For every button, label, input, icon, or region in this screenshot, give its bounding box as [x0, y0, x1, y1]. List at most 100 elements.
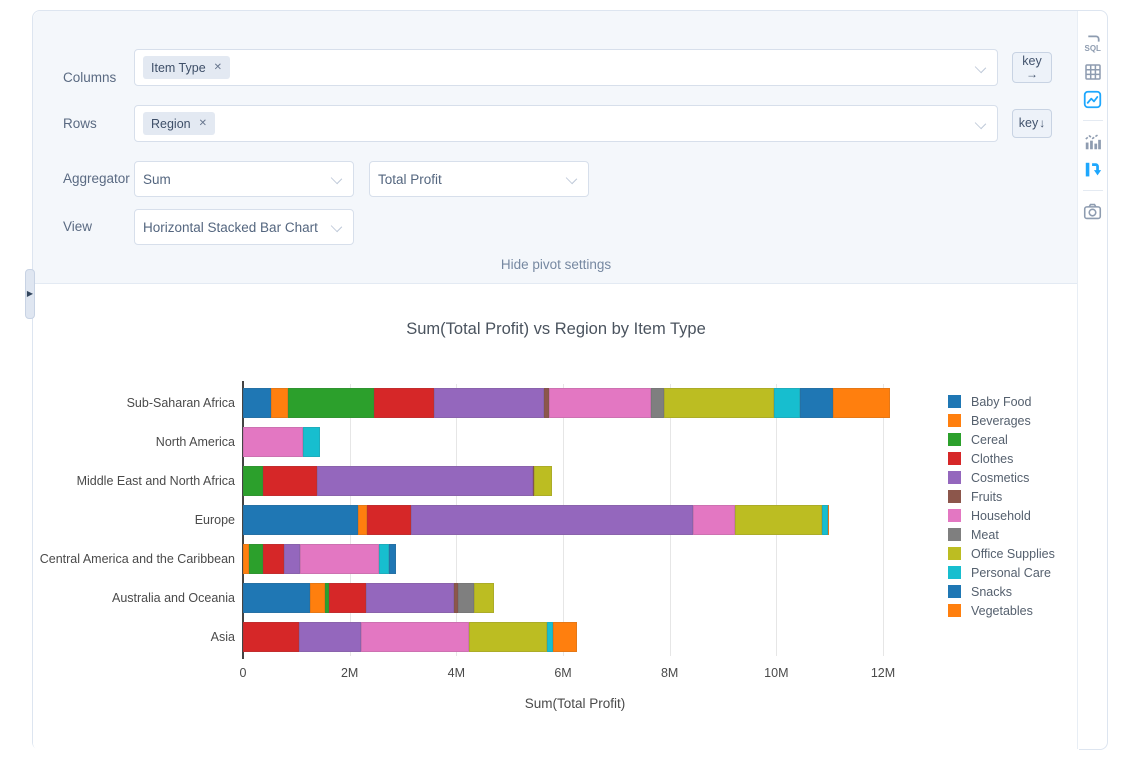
camera-icon[interactable]	[1082, 201, 1103, 222]
plot-region	[242, 381, 907, 659]
legend-swatch	[948, 547, 961, 560]
bar-segment[interactable]	[773, 388, 801, 419]
bar-segment[interactable]	[532, 466, 535, 497]
columns-tag-label: Item Type	[151, 60, 206, 75]
rows-key-button[interactable]: key ↓	[1012, 109, 1052, 138]
bar-segment[interactable]	[299, 543, 379, 574]
data-table-icon[interactable]	[1082, 61, 1103, 82]
legend-label: Personal Care	[971, 565, 1051, 580]
bar-segment[interactable]	[243, 427, 304, 458]
y-axis-label: Australia and Oceania	[112, 590, 235, 605]
rows-select[interactable]: Region	[134, 105, 998, 142]
bar-row	[243, 621, 907, 652]
bar-segment[interactable]	[664, 388, 774, 419]
hide-pivot-settings-link[interactable]: Hide pivot settings	[500, 257, 612, 272]
bar-segment[interactable]	[389, 543, 397, 574]
legend-item[interactable]: Meat	[948, 525, 1055, 544]
aggregator-select[interactable]: Sum	[134, 161, 354, 197]
legend-label: Snacks	[971, 584, 1012, 599]
legend-swatch	[948, 528, 961, 541]
bar-segment[interactable]	[548, 388, 651, 419]
bar-segment[interactable]	[547, 621, 554, 652]
legend-item[interactable]: Snacks	[948, 582, 1055, 601]
bar-segment[interactable]	[243, 505, 359, 535]
chart-image-icon[interactable]	[1082, 89, 1103, 110]
bar-segment[interactable]	[833, 388, 890, 419]
bar-segment[interactable]	[287, 388, 374, 419]
legend-item[interactable]: Cereal	[948, 430, 1055, 449]
pivot-icon[interactable]	[1082, 159, 1103, 180]
chevron-down-icon	[332, 172, 341, 181]
panel-collapse-handle[interactable]: ▶	[25, 269, 35, 319]
bar-segment[interactable]	[651, 388, 665, 419]
columns-label: Columns	[63, 70, 117, 85]
rows-tag[interactable]: Region	[143, 112, 216, 135]
bar-segment[interactable]	[411, 505, 693, 535]
legend-label: Fruits	[971, 489, 1003, 504]
bar-segment[interactable]	[366, 582, 455, 613]
legend-item[interactable]: Baby Food	[948, 392, 1055, 411]
bar-segment[interactable]	[263, 543, 285, 574]
bar-segment[interactable]	[800, 388, 834, 419]
bar-segment[interactable]	[553, 621, 577, 652]
legend-label: Baby Food	[971, 394, 1032, 409]
bar-segment[interactable]	[309, 582, 326, 613]
legend-item[interactable]: Fruits	[948, 487, 1055, 506]
bar-segment[interactable]	[534, 466, 553, 497]
bar-segment[interactable]	[248, 543, 264, 574]
bar-segment[interactable]	[361, 621, 470, 652]
sql-lab-icon[interactable]: SQL	[1082, 33, 1103, 54]
bar-segment[interactable]	[734, 505, 822, 535]
bar-row	[243, 388, 907, 419]
view-select[interactable]: Horizontal Stacked Bar Chart	[134, 209, 354, 245]
legend-label: Household	[971, 508, 1031, 523]
arrow-down-icon: ↓	[1039, 116, 1046, 131]
close-icon[interactable]	[214, 63, 222, 73]
bar-segment[interactable]	[543, 388, 549, 419]
pivot-settings-panel: Columns Item Type key → Rows Region key …	[33, 11, 1079, 284]
bar-segment[interactable]	[367, 505, 411, 535]
columns-key-button[interactable]: key →	[1012, 52, 1052, 83]
x-tick-label: 6M	[554, 666, 572, 680]
bar-segment[interactable]	[243, 621, 299, 652]
bar-segment[interactable]	[243, 388, 271, 419]
legend-item[interactable]: Personal Care	[948, 563, 1055, 582]
columns-select[interactable]: Item Type	[134, 49, 998, 86]
legend-item[interactable]: Office Supplies	[948, 544, 1055, 563]
close-icon[interactable]	[199, 119, 207, 129]
bar-segment[interactable]	[270, 388, 288, 419]
bar-segment[interactable]	[692, 505, 735, 535]
bar-segment[interactable]	[434, 388, 544, 419]
bar-segment[interactable]	[469, 621, 547, 652]
bar-segment[interactable]	[317, 466, 533, 497]
bar-segment[interactable]	[827, 505, 830, 535]
columns-tag[interactable]: Item Type	[143, 56, 231, 79]
bar-segment[interactable]	[454, 582, 459, 613]
bar-segment[interactable]	[299, 621, 362, 652]
bar-segment[interactable]	[821, 505, 828, 535]
legend-item[interactable]: Vegetables	[948, 601, 1055, 620]
bar-segment[interactable]	[284, 543, 300, 574]
bar-segment[interactable]	[243, 466, 263, 497]
bar-segment[interactable]	[373, 388, 435, 419]
bar-segment[interactable]	[379, 543, 390, 574]
legend-swatch	[948, 604, 961, 617]
bar-segment[interactable]	[262, 466, 318, 497]
y-axis-label: North America	[155, 435, 235, 450]
legend-item[interactable]: Household	[948, 506, 1055, 525]
legend-item[interactable]: Beverages	[948, 411, 1055, 430]
bar-segment[interactable]	[358, 505, 368, 535]
bar-segment[interactable]	[303, 427, 321, 458]
legend-item[interactable]: Cosmetics	[948, 468, 1055, 487]
aggregator-field-select[interactable]: Total Profit	[369, 161, 589, 197]
legend-item[interactable]: Clothes	[948, 449, 1055, 468]
bar-segment[interactable]	[325, 582, 330, 613]
legend-label: Cosmetics	[971, 470, 1030, 485]
bar-segment[interactable]	[243, 543, 249, 574]
bar-segment[interactable]	[243, 582, 310, 613]
bar-row	[243, 582, 907, 613]
bar-segment[interactable]	[329, 582, 367, 613]
bar-segment[interactable]	[474, 582, 495, 613]
combo-chart-icon[interactable]	[1082, 131, 1103, 152]
bar-segment[interactable]	[458, 582, 475, 613]
